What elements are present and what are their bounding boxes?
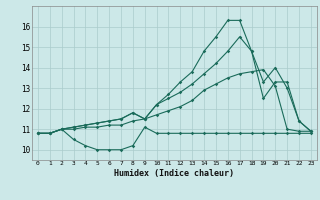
X-axis label: Humidex (Indice chaleur): Humidex (Indice chaleur) xyxy=(115,169,234,178)
